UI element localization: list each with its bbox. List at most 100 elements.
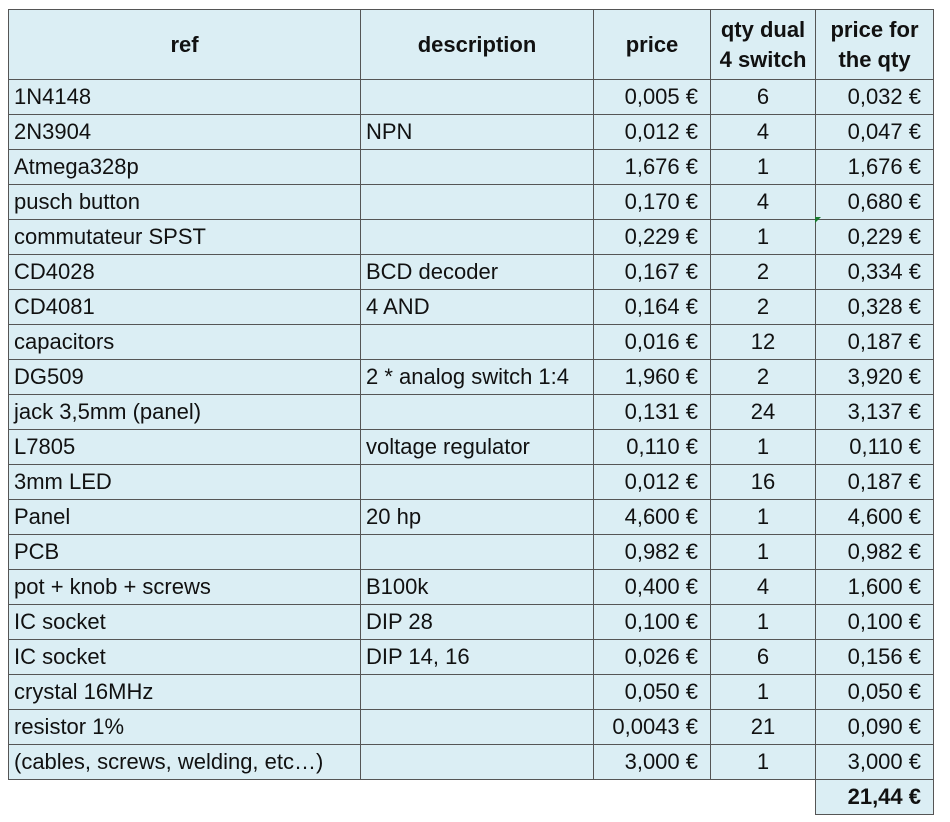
cell-price: 0,400 € (593, 569, 711, 605)
cell-ref: IC socket (8, 639, 361, 675)
cell-qty: 1 (710, 499, 816, 535)
table-row: PCB 0,982 € 1 0,982 € (8, 534, 934, 570)
cell-price: 0,170 € (593, 184, 711, 220)
table-row: jack 3,5mm (panel) 0,131 € 24 3,137 € (8, 394, 934, 430)
cell-description (360, 674, 594, 710)
cell-ref: DG509 (8, 359, 361, 395)
cell-ref: capacitors (8, 324, 361, 360)
cell-total: 0,050 € (815, 674, 934, 710)
cell-price: 1,960 € (593, 359, 711, 395)
header-ref: ref (8, 9, 361, 80)
cell-qty: 4 (710, 114, 816, 150)
table-row: capacitors 0,016 € 12 0,187 € (8, 324, 934, 360)
cell-description (360, 464, 594, 500)
table-row: pusch button 0,170 € 4 0,680 € (8, 184, 934, 220)
cell-description: DIP 28 (360, 604, 594, 640)
cell-description: DIP 14, 16 (360, 639, 594, 675)
cell-ref: Atmega328p (8, 149, 361, 185)
table-row: pot + knob + screws B100k 0,400 € 4 1,60… (8, 569, 934, 605)
table-row: resistor 1% 0,0043 € 21 0,090 € (8, 709, 934, 745)
cell-price: 0,0043 € (593, 709, 711, 745)
cell-qty: 1 (710, 744, 816, 780)
table-row: (cables, screws, welding, etc…) 3,000 € … (8, 744, 934, 780)
cell-ref: 1N4148 (8, 79, 361, 115)
cell-description (360, 534, 594, 570)
cell-ref: Panel (8, 499, 361, 535)
cell-price: 0,164 € (593, 289, 711, 325)
cell-price: 0,016 € (593, 324, 711, 360)
cell-ref: CD4028 (8, 254, 361, 290)
table-row: Atmega328p 1,676 € 1 1,676 € (8, 149, 934, 185)
cell-qty: 4 (710, 184, 816, 220)
cell-price: 0,005 € (593, 79, 711, 115)
table-row: IC socket DIP 14, 16 0,026 € 6 0,156 € (8, 639, 934, 675)
cell-description: B100k (360, 569, 594, 605)
cell-price: 3,000 € (593, 744, 711, 780)
cell-description: 4 AND (360, 289, 594, 325)
cell-ref: 2N3904 (8, 114, 361, 150)
cell-price: 0,012 € (593, 114, 711, 150)
cell-ref: commutateur SPST (8, 219, 361, 255)
header-row: ref description price qty dual 4 switch … (8, 9, 934, 80)
cell-total: 0,110 € (815, 429, 934, 465)
cell-description (360, 219, 594, 255)
cell-qty: 1 (710, 219, 816, 255)
cell-ref: pot + knob + screws (8, 569, 361, 605)
cell-total: 1,600 € (815, 569, 934, 605)
cell-price: 0,131 € (593, 394, 711, 430)
cell-ref: 3mm LED (8, 464, 361, 500)
cell-total: 0,334 € (815, 254, 934, 290)
cell-total: 0,090 € (815, 709, 934, 745)
cell-total: 3,000 € (815, 744, 934, 780)
grand-total: 21,44 € (815, 779, 934, 815)
cell-description (360, 149, 594, 185)
cell-price: 0,100 € (593, 604, 711, 640)
cell-description (360, 744, 594, 780)
cell-price: 4,600 € (593, 499, 711, 535)
cell-price: 0,982 € (593, 534, 711, 570)
cell-qty: 1 (710, 429, 816, 465)
header-description: description (360, 9, 594, 80)
cell-description: NPN (360, 114, 594, 150)
cell-total: 3,920 € (815, 359, 934, 395)
cell-description (360, 184, 594, 220)
cell-ref: IC socket (8, 604, 361, 640)
cell-price: 0,050 € (593, 674, 711, 710)
cell-price: 1,676 € (593, 149, 711, 185)
cell-description (360, 709, 594, 745)
cell-ref: L7805 (8, 429, 361, 465)
table-row: CD4028 BCD decoder 0,167 € 2 0,334 € (8, 254, 934, 290)
cell-total: 0,187 € (815, 324, 934, 360)
cell-qty: 1 (710, 604, 816, 640)
cell-qty: 21 (710, 709, 816, 745)
comment-indicator-icon (815, 217, 821, 223)
table-row: CD4081 4 AND 0,164 € 2 0,328 € (8, 289, 934, 325)
cell-price: 0,012 € (593, 464, 711, 500)
cell-total: 0,229 € (815, 219, 934, 255)
table-row: IC socket DIP 28 0,100 € 1 0,100 € (8, 604, 934, 640)
cell-qty: 16 (710, 464, 816, 500)
table-row: L7805 voltage regulator 0,110 € 1 0,110 … (8, 429, 934, 465)
cell-price: 0,229 € (593, 219, 711, 255)
cell-ref: CD4081 (8, 289, 361, 325)
cell-qty: 12 (710, 324, 816, 360)
cell-total: 3,137 € (815, 394, 934, 430)
cell-description: voltage regulator (360, 429, 594, 465)
cell-description (360, 79, 594, 115)
cell-qty: 2 (710, 289, 816, 325)
cell-total: 0,680 € (815, 184, 934, 220)
cell-description: 2 * analog switch 1:4 (360, 359, 594, 395)
cell-qty: 6 (710, 639, 816, 675)
cell-qty: 2 (710, 359, 816, 395)
table-row: crystal 16MHz 0,050 € 1 0,050 € (8, 674, 934, 710)
cell-price: 0,110 € (593, 429, 711, 465)
cell-qty: 6 (710, 79, 816, 115)
table-row: 2N3904 NPN 0,012 € 4 0,047 € (8, 114, 934, 150)
bom-body: 1N4148 0,005 € 6 0,032 € 2N3904 NPN 0,01… (8, 79, 934, 815)
cell-qty: 1 (710, 149, 816, 185)
cell-ref: PCB (8, 534, 361, 570)
cell-description (360, 324, 594, 360)
cell-ref: resistor 1% (8, 709, 361, 745)
cell-total: 0,187 € (815, 464, 934, 500)
cell-qty: 2 (710, 254, 816, 290)
